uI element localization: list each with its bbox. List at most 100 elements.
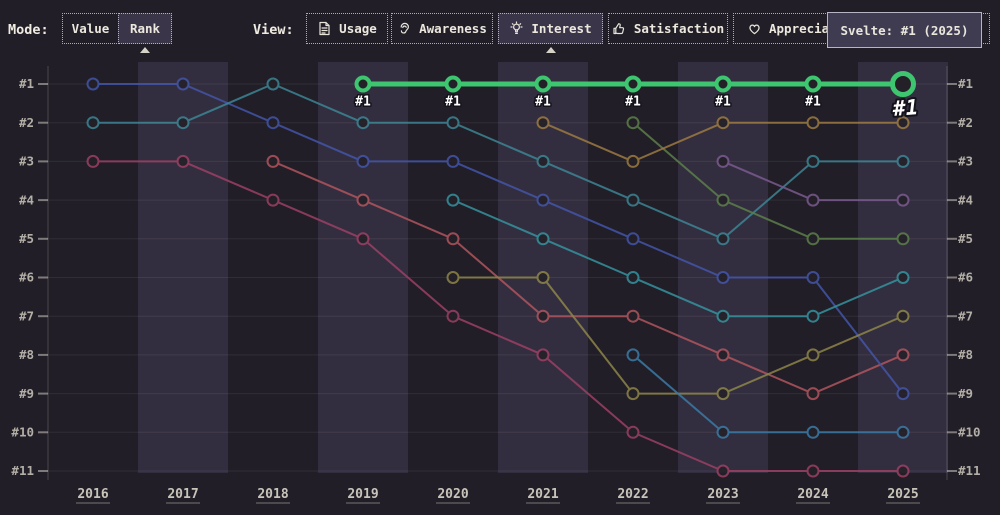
point-olive-line-2020[interactable] [446, 271, 460, 284]
point-crimson-line-2024[interactable] [806, 464, 820, 478]
point-purple-line-2025[interactable] [896, 193, 910, 207]
point-teal-line-2024[interactable] [806, 154, 820, 168]
point-teal-line-2023[interactable] [716, 232, 730, 246]
view-satisfaction-button[interactable]: Satisfaction [608, 13, 728, 44]
point-indigo-line-2025[interactable] [896, 387, 910, 401]
point-cyan-teal-line-2021[interactable] [536, 232, 550, 246]
mode-value-button[interactable]: Value [62, 13, 119, 44]
point-indigo-line-2022[interactable] [626, 232, 640, 246]
point-red-line-2019[interactable] [356, 193, 370, 207]
point-crimson-line-2025[interactable] [896, 464, 910, 478]
point-steel-blue-line-2025[interactable] [896, 425, 910, 439]
right-rank-label-#8: #8 [958, 347, 973, 362]
point-cyan-teal-line-2020[interactable] [446, 193, 460, 207]
series-svelte-line[interactable] [354, 71, 916, 97]
point-crimson-line-2016[interactable] [86, 154, 100, 168]
point-indigo-line-2016[interactable] [86, 77, 100, 91]
point-cyan-teal-line-2025[interactable] [896, 271, 910, 284]
view-usage-button[interactable]: Usage [306, 13, 388, 44]
point-red-line-2020[interactable] [446, 232, 460, 246]
point-indigo-line-2021[interactable] [536, 193, 550, 207]
point-olive-green-line-2023[interactable] [716, 193, 730, 207]
point-brown-line-2023[interactable] [716, 116, 730, 130]
point-red-line-2024[interactable] [806, 387, 820, 401]
point-purple-line-2023[interactable] [716, 154, 730, 168]
point-crimson-line-2021[interactable] [536, 348, 550, 362]
point-steel-blue-line-2022[interactable] [626, 348, 640, 362]
series-olive-green-line[interactable] [626, 116, 910, 246]
point-olive-green-line-2024[interactable] [806, 232, 820, 246]
point-svelte-line-2021[interactable] [534, 75, 552, 93]
point-red-line-2021[interactable] [536, 309, 550, 323]
point-svelte-line-2023[interactable] [714, 75, 732, 93]
year-label-2016[interactable]: 2016 [77, 487, 108, 502]
point-brown-line-2024[interactable] [806, 116, 820, 130]
year-label-2023[interactable]: 2023 [707, 487, 738, 502]
point-svelte-line-2019[interactable] [354, 75, 372, 93]
point-svelte-line-2025[interactable] [890, 71, 916, 97]
series-teal-line[interactable] [86, 77, 910, 246]
point-indigo-line-2017[interactable] [176, 77, 190, 91]
point-teal-line-2017[interactable] [176, 116, 190, 130]
point-crimson-line-2018[interactable] [266, 193, 280, 207]
series-purple-line[interactable] [716, 154, 910, 207]
series-steel-blue-line[interactable] [626, 348, 910, 439]
series-cyan-teal-line[interactable] [446, 193, 910, 323]
view-awareness-button[interactable]: Awareness [391, 13, 493, 44]
year-label-2021[interactable]: 2021 [527, 487, 558, 502]
point-red-line-2025[interactable] [896, 348, 910, 362]
point-olive-line-2023[interactable] [716, 387, 730, 401]
year-label-2017[interactable]: 2017 [167, 487, 198, 502]
point-teal-line-2021[interactable] [536, 154, 550, 168]
point-olive-line-2021[interactable] [536, 271, 550, 284]
year-label-2020[interactable]: 2020 [437, 487, 468, 502]
point-olive-green-line-2022[interactable] [626, 116, 640, 130]
point-cyan-teal-line-2023[interactable] [716, 309, 730, 323]
point-olive-line-2022[interactable] [626, 387, 640, 401]
series-red-line[interactable] [266, 154, 910, 401]
series-crimson-line[interactable] [86, 154, 910, 478]
point-teal-line-2016[interactable] [86, 116, 100, 130]
point-crimson-line-2023[interactable] [716, 464, 730, 478]
point-indigo-line-2020[interactable] [446, 154, 460, 168]
point-brown-line-2022[interactable] [626, 154, 640, 168]
point-indigo-line-2019[interactable] [356, 154, 370, 168]
point-teal-line-2025[interactable] [896, 154, 910, 168]
mode-rank-button[interactable]: Rank [118, 13, 172, 44]
point-svelte-line-2022[interactable] [624, 75, 642, 93]
year-label-2022[interactable]: 2022 [617, 487, 648, 502]
point-teal-line-2020[interactable] [446, 116, 460, 130]
point-indigo-line-2018[interactable] [266, 116, 280, 130]
point-steel-blue-line-2024[interactable] [806, 425, 820, 439]
point-red-line-2022[interactable] [626, 309, 640, 323]
point-indigo-line-2023[interactable] [716, 271, 730, 284]
year-label-2018[interactable]: 2018 [257, 487, 288, 502]
year-label-2024[interactable]: 2024 [797, 487, 828, 502]
point-svelte-line-2020[interactable] [444, 75, 462, 93]
point-olive-green-line-2025[interactable] [896, 232, 910, 246]
point-crimson-line-2019[interactable] [356, 232, 370, 246]
point-brown-line-2021[interactable] [536, 116, 550, 130]
point-steel-blue-line-2023[interactable] [716, 425, 730, 439]
series-brown-line[interactable] [536, 116, 910, 168]
point-red-line-2023[interactable] [716, 348, 730, 362]
point-purple-line-2024[interactable] [806, 193, 820, 207]
point-red-line-2018[interactable] [266, 154, 280, 168]
point-crimson-line-2017[interactable] [176, 154, 190, 168]
point-cyan-teal-line-2022[interactable] [626, 271, 640, 284]
point-indigo-line-2024[interactable] [806, 271, 820, 284]
point-olive-line-2024[interactable] [806, 348, 820, 362]
point-teal-line-2022[interactable] [626, 193, 640, 207]
year-label-2025[interactable]: 2025 [887, 487, 918, 502]
point-teal-line-2018[interactable] [266, 77, 280, 91]
view-interest-button[interactable]: Interest [498, 13, 603, 44]
point-svelte-line-2024[interactable] [804, 75, 822, 93]
year-label-2019[interactable]: 2019 [347, 487, 378, 502]
point-cyan-teal-line-2024[interactable] [806, 309, 820, 323]
point-olive-line-2025[interactable] [896, 309, 910, 323]
point-crimson-line-2022[interactable] [626, 425, 640, 439]
point-teal-line-2019[interactable] [356, 116, 370, 130]
point-crimson-line-2020[interactable] [446, 309, 460, 323]
point-brown-line-2025[interactable] [896, 116, 910, 130]
